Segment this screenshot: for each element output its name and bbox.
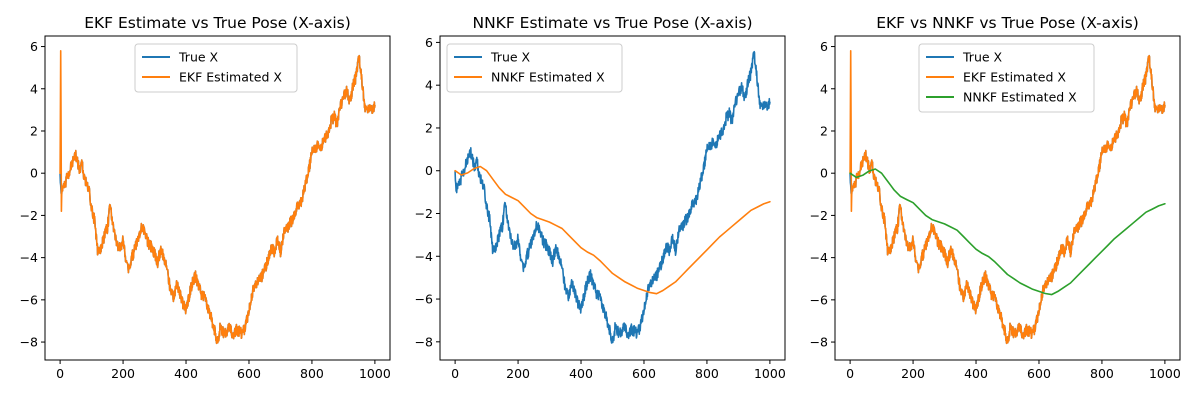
- x-tick-label: 800: [1090, 366, 1114, 381]
- x-tick-label: 0: [451, 366, 459, 381]
- y-tick-label: 2: [30, 123, 38, 138]
- x-tick-label: 1000: [359, 366, 391, 381]
- y-tick-label: −2: [20, 208, 38, 223]
- y-tick-label: −8: [20, 335, 38, 350]
- y-tick-label: −6: [810, 292, 828, 307]
- plot-frame: [439, 35, 786, 361]
- series-line-ekf-estimated-x: [849, 50, 1166, 345]
- y-tick-label: 0: [30, 166, 38, 181]
- legend-label: True X: [178, 50, 219, 65]
- legend-label: NNKF Estimated X: [963, 90, 1077, 105]
- y-tick-label: 0: [820, 166, 828, 181]
- series-line-nnkf-estimated-x: [849, 168, 1166, 296]
- y-tick-label: −6: [415, 292, 433, 307]
- chart-panel-2: NNKF Estimate vs True Pose (X-axis) 0 200 4…: [415, 14, 786, 381]
- y-tick-label: −2: [810, 208, 828, 223]
- x-tick-label: 200: [111, 366, 135, 381]
- series-line-ekf-estimated-x: [59, 50, 376, 345]
- legend: True X EKF Estimated X NNKF Estimated X: [918, 43, 1095, 113]
- plot-frame: [834, 35, 1181, 361]
- x-tick-label: 400: [174, 366, 198, 381]
- x-tick-label: 800: [300, 366, 324, 381]
- x-tick-label: 200: [506, 366, 530, 381]
- y-tick-label: −6: [20, 292, 38, 307]
- legend-label: EKF Estimated X: [179, 70, 282, 85]
- legend-box: [918, 43, 1095, 113]
- chart-title: NNKF Estimate vs True Pose (X-axis): [472, 14, 752, 32]
- x-tick-label: 400: [964, 366, 988, 381]
- legend-label: True X: [962, 50, 1003, 65]
- y-tick-label: 2: [425, 120, 433, 135]
- chart-panel-3: EKF vs NNKF vs True Pose (X-axis) 0 200 400…: [810, 14, 1181, 381]
- legend: True X EKF Estimated X: [134, 43, 298, 93]
- y-tick-label: 4: [30, 81, 38, 96]
- series-line-true-x: [59, 54, 376, 345]
- x-tick-label: 0: [56, 366, 64, 381]
- y-tick-label: −2: [415, 206, 433, 221]
- y-tick-label: −4: [415, 249, 433, 264]
- plot-frame: [44, 35, 391, 361]
- y-tick-label: 6: [820, 39, 828, 54]
- chart-title: EKF Estimate vs True Pose (X-axis): [84, 14, 351, 32]
- legend: True X NNKF Estimated X: [446, 43, 623, 93]
- x-tick-label: 600: [237, 366, 261, 381]
- x-tick-label: 0: [846, 366, 854, 381]
- x-tick-label: 600: [1027, 366, 1051, 381]
- y-tick-label: 4: [820, 81, 828, 96]
- y-tick-label: −4: [810, 250, 828, 265]
- y-tick-label: 4: [425, 78, 433, 93]
- x-tick-label: 600: [632, 366, 656, 381]
- y-tick-label: −8: [415, 334, 433, 349]
- legend-box: [446, 43, 623, 93]
- series-line-nnkf-estimated-x: [454, 165, 771, 295]
- chart-title: EKF vs NNKF vs True Pose (X-axis): [876, 14, 1139, 32]
- x-tick-label: 800: [695, 366, 719, 381]
- legend-label: NNKF Estimated X: [491, 70, 605, 85]
- y-tick-label: −4: [20, 250, 38, 265]
- x-tick-label: 200: [901, 366, 925, 381]
- legend-label: True X: [490, 50, 531, 65]
- y-tick-label: 6: [425, 35, 433, 50]
- y-tick-label: 6: [30, 39, 38, 54]
- x-tick-label: 1000: [1149, 366, 1181, 381]
- legend-label: EKF Estimated X: [963, 70, 1066, 85]
- y-tick-label: −8: [810, 335, 828, 350]
- legend-box: [134, 43, 298, 93]
- x-tick-label: 1000: [754, 366, 786, 381]
- y-tick-label: 2: [820, 123, 828, 138]
- chart-panel-1: EKF Estimate vs True Pose (X-axis)0 200 40…: [20, 14, 391, 381]
- x-tick-label: 400: [569, 366, 593, 381]
- series-line-true-x: [454, 50, 771, 344]
- y-tick-label: 0: [425, 163, 433, 178]
